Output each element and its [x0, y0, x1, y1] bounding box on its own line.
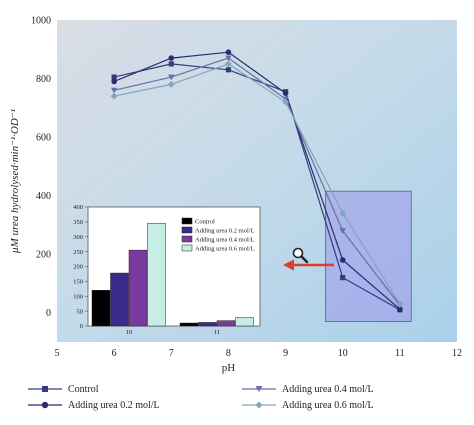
inset-legend-label: Adding urea 0.4 mol/L — [195, 237, 255, 244]
x-tick-label: 6 — [112, 348, 117, 359]
series-line — [113, 57, 401, 306]
legend-item: Adding urea 0.2 mol/L — [28, 399, 160, 411]
inset-frame — [87, 206, 261, 327]
x-tick-label: 9 — [283, 348, 288, 359]
x-tick-label: 8 — [226, 348, 231, 359]
series-line — [113, 63, 401, 311]
y-tick-label: 200 — [36, 250, 51, 261]
y-tick-label: 0 — [46, 308, 51, 319]
data-point — [339, 257, 346, 263]
data-point — [110, 87, 118, 94]
x-tick-label: 11 — [395, 348, 405, 359]
legend-label: Adding urea 0.4 mol/L — [282, 383, 374, 395]
legend-swatch-diamond — [242, 401, 276, 409]
data-point — [225, 49, 232, 55]
y-tick-label: 800 — [36, 74, 51, 85]
data-point — [168, 74, 175, 81]
data-point — [282, 98, 289, 106]
magnifier-icon — [292, 247, 309, 264]
inset-bar — [216, 320, 236, 327]
x-axis-ticks: 5 6 7 8 9 10 11 12 — [55, 348, 463, 359]
y-tick-label: 400 — [36, 191, 51, 202]
data-point — [397, 306, 403, 313]
data-point — [111, 74, 117, 80]
inset-bar — [91, 290, 111, 327]
inset-y-tick-label: 150 — [73, 279, 83, 286]
inset-bar — [128, 249, 148, 327]
x-tick-label: 7 — [169, 348, 174, 359]
data-point — [168, 55, 175, 61]
inset-bar — [198, 322, 217, 327]
x-axis-label: pH — [222, 362, 236, 374]
inset-legend-label: Adding urea 0.6 mol/L — [195, 246, 255, 253]
inset-legend-swatch — [181, 226, 193, 234]
inset-y-tick-label: 100 — [73, 293, 83, 300]
data-point — [339, 228, 346, 234]
inset-x-tick-label: 11 — [214, 329, 220, 336]
data-point — [168, 61, 174, 67]
legend-label: Adding urea 0.6 mol/L — [282, 399, 374, 411]
series-line — [113, 63, 401, 305]
series-line — [113, 51, 401, 310]
inset-y-tick-label: 200 — [73, 264, 83, 271]
inset-y-tick-label: 50 — [77, 308, 84, 315]
data-point — [225, 60, 232, 68]
legend-item: Adding urea 0.4 mol/L — [242, 383, 374, 395]
y-axis-ticks: 0 200 400 600 800 1000 — [31, 16, 51, 320]
x-tick-label: 12 — [452, 348, 462, 359]
inset-bar — [235, 317, 254, 327]
legend-swatch-square — [28, 386, 62, 392]
legend-label: Control — [68, 383, 99, 395]
inset-legend-swatch — [181, 235, 193, 243]
inset-legend-swatch — [181, 217, 193, 225]
inset-legend-label: Adding urea 0.2 mol/L — [195, 228, 255, 235]
inset-legend-swatch — [181, 244, 193, 252]
data-point — [111, 78, 117, 85]
data-point — [340, 275, 346, 281]
inset-bar-chart: 0 50 100 150 200 250 300 350 400 10 11 Control Addin… — [73, 204, 261, 336]
arrow-left-icon — [283, 259, 334, 271]
inset-y-tick-label: 0 — [80, 323, 83, 330]
inset-y-tick-label: 400 — [73, 204, 83, 211]
y-tick-label: 600 — [36, 133, 51, 144]
inset-y-tick-label: 300 — [73, 234, 83, 241]
line-series-group — [110, 49, 404, 313]
legend-swatch-triangle — [242, 386, 276, 392]
legend-label: Adding urea 0.2 mol/L — [68, 399, 160, 411]
y-axis-label: μM urea hydrolysed·min⁻¹·OD⁻¹ — [9, 109, 21, 254]
data-point — [225, 55, 232, 62]
y-tick-label: 1000 — [31, 16, 51, 27]
x-tick-label: 10 — [338, 348, 348, 359]
inset-bar — [110, 272, 129, 327]
inset-y-tick-label: 350 — [73, 219, 83, 226]
x-tick-label: 5 — [55, 348, 60, 359]
inset-bar — [179, 322, 199, 327]
data-point — [225, 67, 232, 73]
legend-item: Control — [28, 383, 99, 395]
data-point — [282, 90, 289, 96]
legend-item: Adding urea 0.6 mol/L — [242, 399, 374, 411]
inset-bar — [147, 223, 166, 327]
data-point — [396, 300, 404, 308]
inset-legend-label: Control — [195, 219, 215, 226]
inset-y-tick-label: 250 — [73, 249, 83, 256]
legend-swatch-circle — [28, 401, 62, 409]
data-point — [167, 81, 175, 88]
data-point — [339, 209, 347, 217]
inset-x-tick-label: 10 — [126, 329, 133, 336]
data-point — [110, 92, 118, 100]
